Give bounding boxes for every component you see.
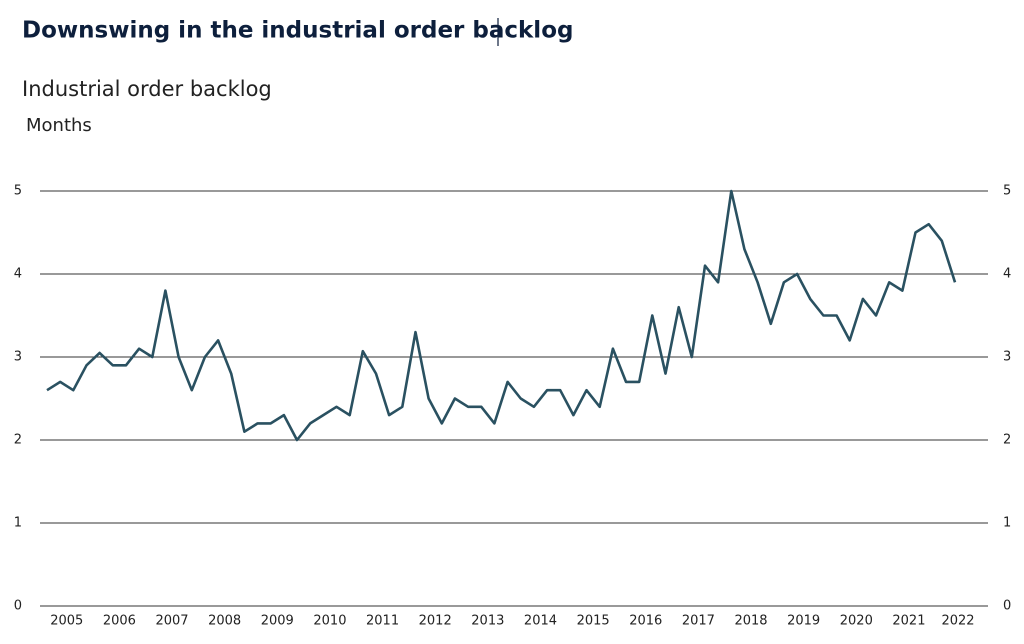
y2-tick-label: 3 (1003, 350, 1011, 365)
y-axis-label: Months (26, 115, 92, 136)
x-tick-label: 2018 (734, 614, 767, 629)
x-tick-label: 2020 (840, 614, 873, 629)
x-tick-label: 2011 (366, 614, 399, 629)
y2-tick-label: 4 (1003, 267, 1011, 282)
x-tick-label: 2014 (524, 614, 557, 629)
chart-title: Downswing in the industrial order backlo… (22, 18, 573, 44)
x-tick-label: 2010 (313, 614, 346, 629)
y-tick-label: 3 (14, 350, 22, 365)
x-tick-label: 2022 (941, 614, 974, 629)
y2-tick-label: 5 (1003, 184, 1011, 199)
x-tick-label: 2005 (50, 614, 83, 629)
x-tick-label: 2019 (787, 614, 820, 629)
x-tick-label: 2006 (103, 614, 136, 629)
y2-tick-label: 2 (1003, 433, 1011, 448)
x-tick-label: 2015 (577, 614, 610, 629)
y-tick-label: 0 (14, 599, 22, 614)
y2-tick-label: 1 (1003, 516, 1011, 531)
y-tick-label: 1 (14, 516, 22, 531)
x-tick-label: 2009 (261, 614, 294, 629)
x-tick-label: 2013 (471, 614, 504, 629)
x-tick-label: 2021 (892, 614, 925, 629)
x-tick-label: 2012 (419, 614, 452, 629)
y-tick-label: 2 (14, 433, 22, 448)
x-tick-label: 2017 (682, 614, 715, 629)
x-tick-label: 2016 (629, 614, 662, 629)
y-tick-label: 4 (14, 267, 22, 282)
chart-subtitle: Industrial order backlog (22, 77, 272, 101)
x-tick-label: 2007 (155, 614, 188, 629)
data-line (46, 189, 957, 442)
y2-tick-label: 0 (1003, 599, 1011, 614)
y-tick-label: 5 (14, 184, 22, 199)
x-tick-label: 2008 (208, 614, 241, 629)
